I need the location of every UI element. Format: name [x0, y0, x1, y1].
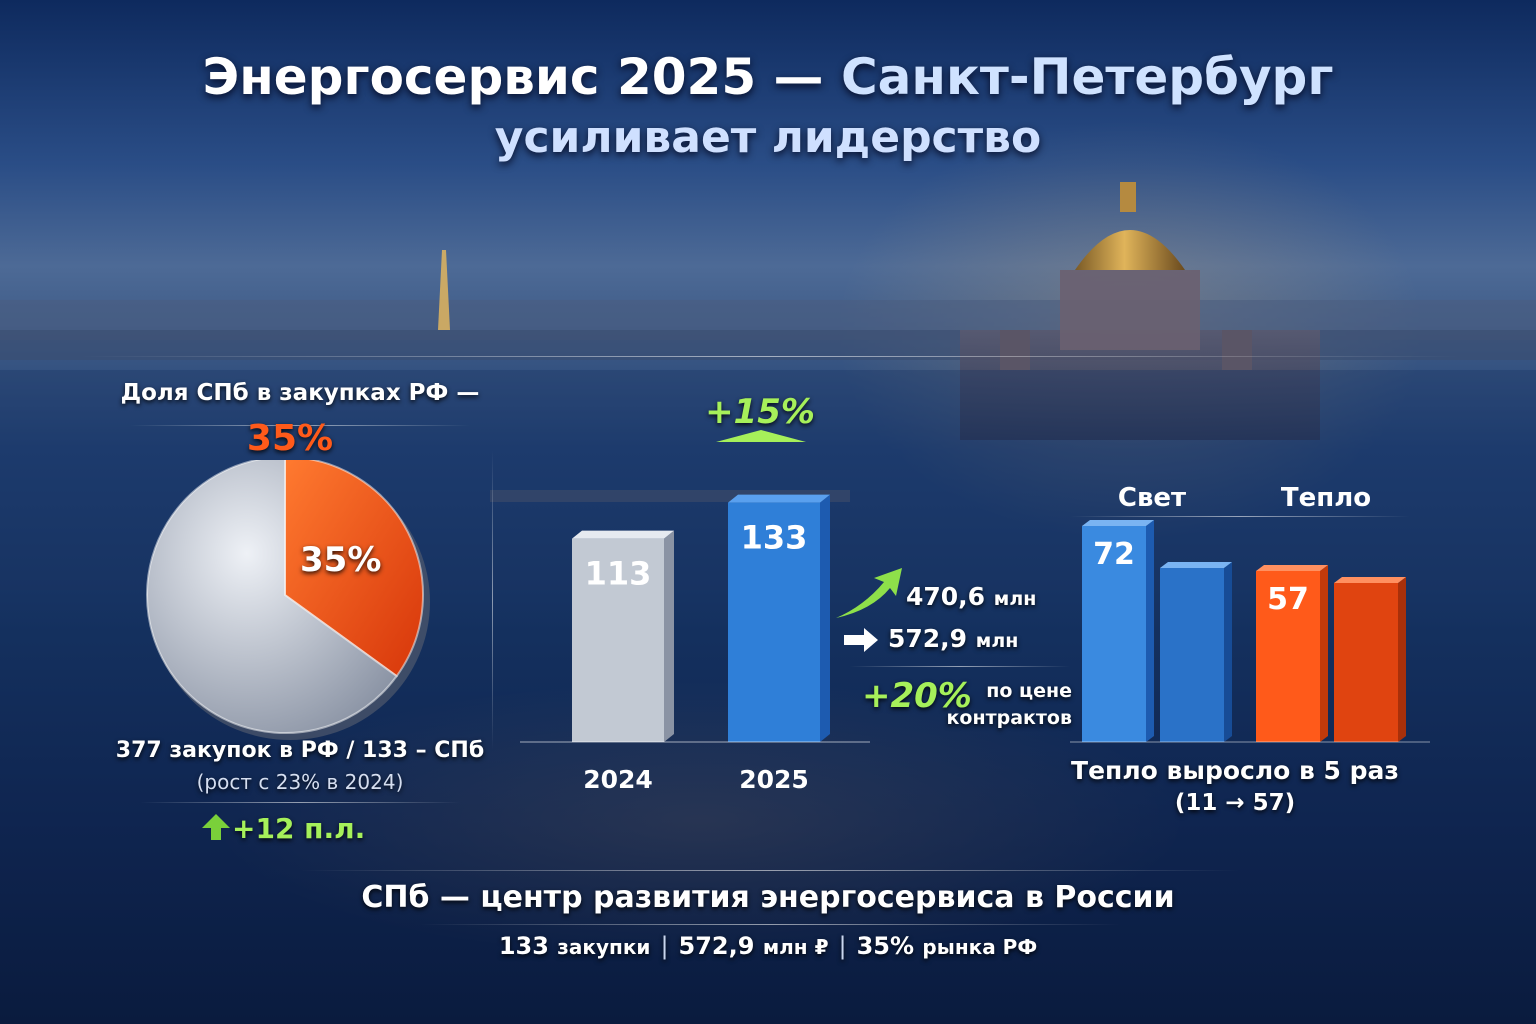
- group-bar-side: [1398, 577, 1406, 742]
- group-label-svet: Свет: [1118, 483, 1186, 513]
- price-growth-label-2: контрактов: [946, 707, 1073, 729]
- title-part1: Энергосервис 2025 —: [202, 48, 824, 106]
- bar-chart-years: 113 2024 133 2025: [520, 494, 870, 794]
- group-bar-side: [1146, 520, 1154, 742]
- stat-1-num: 133: [498, 932, 549, 960]
- heat-growth-note: Тепло выросло в 5 раз: [1071, 756, 1399, 785]
- group-bar-top: [1160, 562, 1232, 568]
- bar-top-2025: [728, 494, 830, 503]
- bar-value-2025: 133: [741, 519, 808, 557]
- bar-category-2025: 2025: [739, 765, 809, 794]
- conclusion-divider: [420, 924, 1120, 925]
- grouped-divider: [1070, 516, 1410, 517]
- pie-delta: +12 п.л.: [200, 812, 420, 845]
- pie-delta-value: +12 п.л.: [232, 812, 366, 845]
- money-line-2-value: 572,9: [888, 624, 968, 653]
- price-growth-label: по цене контрактов: [932, 678, 1073, 732]
- bar-side-2025: [820, 494, 830, 742]
- group-bar-side: [1320, 565, 1328, 742]
- conclusion-stats: 133 закупки | 572,9 млн ₽ | 35% рынка РФ: [498, 932, 1038, 960]
- group-bar-svet-2: [1160, 568, 1224, 742]
- pie-heading: Доля СПб в закупках РФ —: [120, 380, 480, 406]
- page-title: Энергосервис 2025 — Санкт-Петербург: [0, 48, 1536, 106]
- stat-3-label: рынка РФ: [922, 935, 1038, 959]
- price-growth-label-1: по цене: [986, 680, 1072, 702]
- pie-slice-rest: [146, 460, 399, 734]
- stat-1-label: закупки: [557, 935, 651, 959]
- pie-slice-spb: [284, 460, 424, 678]
- bar-top-2024: [572, 530, 674, 539]
- group-bar-side: [1224, 562, 1232, 742]
- money-line-2: 572,9 млн: [888, 624, 1018, 653]
- pie-heading-value: 35%: [246, 418, 334, 459]
- conclusion-title: СПб — центр развития энергосервиса в Рос…: [361, 880, 1175, 915]
- money-line-2-unit: млн: [975, 630, 1019, 652]
- up-arrow-icon: [202, 814, 230, 840]
- group-bar-svet-1: [1082, 526, 1146, 742]
- pie-info-line1: 377 закупок в РФ / 133 – СПб: [115, 738, 485, 763]
- bar-chart-groups: Свет 72 Тепло 57: [1070, 483, 1430, 743]
- pie-slice-label: 35%: [300, 540, 382, 580]
- money-line-1: 470,6 млн: [906, 582, 1036, 611]
- group-bar-top: [1082, 520, 1154, 526]
- bar-2025: [728, 502, 820, 742]
- growth-arrow-icon: [716, 430, 806, 442]
- title-part2: Санкт-Петербург: [840, 48, 1334, 106]
- group-bar-value-teplo: 57: [1267, 582, 1309, 617]
- panel-divider-left: [492, 450, 493, 750]
- trend-up-arrow-icon: [836, 568, 902, 618]
- growth-label: +15%: [705, 392, 815, 432]
- group-bar-value-svet: 72: [1093, 537, 1135, 572]
- pie-info-divider: [140, 802, 460, 803]
- group-bar-teplo-2: [1334, 583, 1398, 742]
- pie-heading-divider: [130, 425, 470, 426]
- heat-growth-detail: (11 → 57): [1174, 790, 1296, 816]
- group-bar-teplo-1: [1256, 571, 1320, 742]
- right-arrow-icon: [844, 628, 878, 652]
- page-subtitle: усиливает лидерство: [494, 112, 1042, 163]
- money-line-1-value: 470,6: [906, 582, 986, 611]
- group-bar-top: [1256, 565, 1328, 571]
- top-divider: [80, 356, 1460, 357]
- bar-2024: [572, 538, 664, 742]
- pie-chart: [146, 460, 430, 740]
- price-growth: +20%: [862, 676, 972, 716]
- bar-category-2024: 2024: [583, 765, 653, 794]
- bar-side-2024: [664, 530, 674, 742]
- stat-2-num: 572,9: [678, 932, 755, 960]
- group-label-teplo: Тепло: [1281, 483, 1371, 513]
- group-bar-top: [1334, 577, 1406, 583]
- stat-3-num: 35%: [856, 932, 915, 960]
- stat-2-label: млн ₽: [762, 935, 829, 959]
- bar-value-2024: 113: [585, 555, 652, 593]
- money-divider: [850, 666, 1070, 667]
- footer-divider: [300, 870, 1240, 871]
- pie-info-line2: (рост с 23% в 2024): [196, 770, 404, 794]
- money-line-1-unit: млн: [993, 588, 1037, 610]
